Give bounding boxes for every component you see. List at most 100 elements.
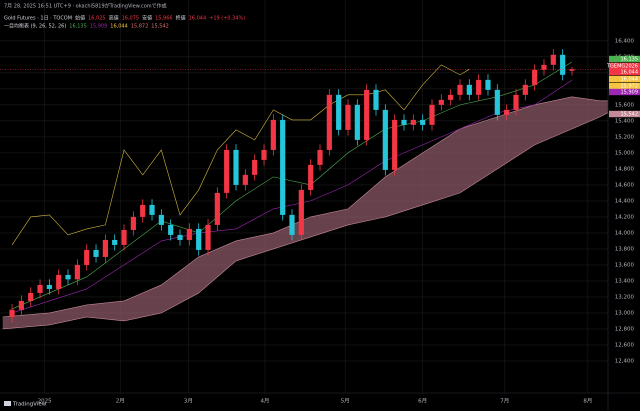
x-tick-label: 3月: [184, 398, 193, 405]
candle-body: [280, 119, 286, 215]
candle-body: [298, 189, 304, 235]
x-tick-label: 2月: [116, 398, 125, 405]
legend-item: 16,135: [69, 24, 87, 30]
candle-body: [504, 109, 510, 115]
candle-body: [84, 249, 90, 265]
candle-body: [317, 149, 323, 165]
candle-body: [560, 54, 566, 75]
candle-body: [112, 239, 118, 245]
price-label: 15,542: [621, 112, 639, 118]
price-label: 15,972: [621, 84, 639, 90]
candle-body: [401, 119, 407, 125]
candle-body: [532, 69, 538, 85]
candle-body: [205, 224, 211, 250]
legend-item: 16,044: [110, 24, 128, 30]
legend-item: 安値: [142, 15, 152, 22]
cloud-edge: [2, 96, 608, 318]
candle-body: [373, 89, 379, 110]
candle-body: [569, 69, 575, 71]
candle-body: [196, 228, 202, 250]
price-label-box: [609, 82, 640, 90]
plot: [0, 49, 608, 330]
legend: Gold Futures · 1日 · TOCOM 始値 16,025 高値 16,07…: [4, 15, 245, 30]
legend-item: Gold Futures · 1日 · TOCOM: [4, 16, 72, 22]
price-label-box: [609, 88, 640, 96]
y-tick-label: 12,800: [615, 326, 635, 332]
candle-body: [149, 204, 155, 215]
y-tick-label: 13,800: [615, 246, 635, 252]
candle-body: [476, 79, 482, 95]
price-label-box: [609, 75, 640, 83]
y-tick-label: 12,600: [615, 342, 635, 348]
candle-body: [168, 224, 174, 235]
candle-body: [364, 89, 370, 140]
legend-item: 始値: [75, 15, 85, 22]
candle-body: [354, 104, 360, 140]
candle-body: [550, 54, 556, 65]
candle-body: [224, 149, 230, 193]
legend-item: 16,075: [122, 16, 140, 22]
x-tick-label: 4月: [260, 398, 269, 405]
x-tick-label: 2025: [38, 399, 52, 405]
y-tick-label: 15,000: [615, 150, 635, 156]
x-tick-label: 5月: [341, 398, 350, 405]
candle-body: [242, 174, 248, 185]
price-label-box: [609, 68, 640, 76]
price-label: TGEMG2026: [606, 64, 638, 70]
candle-body: [18, 300, 24, 310]
candle-body: [336, 94, 342, 130]
candle-body: [158, 214, 164, 225]
candle-body: [308, 164, 314, 190]
brand-logo: [4, 401, 11, 406]
candle-body: [382, 109, 388, 170]
candle-body: [130, 216, 136, 230]
legend-item: 15,542: [151, 24, 169, 30]
x-tick-label: 6月: [418, 398, 427, 405]
indicator-line: [11, 64, 470, 246]
grid: [0, 0, 608, 393]
candle-body: [494, 89, 500, 115]
legend-item: 16,025: [88, 16, 106, 22]
price-label-box: [609, 110, 640, 118]
candle-body: [541, 64, 547, 70]
candle-body: [410, 119, 416, 125]
legend-item: 高値: [109, 15, 119, 22]
cloud-edge: [2, 112, 608, 330]
price-label-box: [609, 55, 640, 63]
legend-item: 15,872: [131, 24, 149, 30]
y-tick-label: 14,200: [615, 214, 635, 220]
y-tick-label: 16,400: [615, 38, 635, 44]
y-tick-label: 15,400: [615, 118, 635, 124]
y-tick-label: 14,000: [615, 230, 635, 236]
candle-body: [121, 229, 127, 245]
legend-item: 16,044: [189, 16, 207, 22]
x-tick-label: 7月: [500, 398, 509, 405]
candle-body: [28, 292, 34, 301]
candle-body: [392, 119, 398, 170]
candle-body: [65, 274, 71, 280]
y-tick-label: 13,600: [615, 262, 635, 268]
price-label: 16,135: [621, 57, 639, 63]
candle-body: [74, 264, 80, 280]
indicator-line: [11, 79, 573, 314]
candle-body: [513, 94, 519, 110]
candle-body: [102, 239, 108, 257]
candle-body: [522, 84, 528, 95]
y-tick-label: 14,800: [615, 166, 635, 172]
brand: TradingView: [12, 402, 47, 408]
y-tick-label: 13,200: [615, 294, 635, 300]
candle-body: [289, 214, 295, 235]
candle-body: [345, 104, 351, 130]
candle-body: [186, 228, 192, 240]
legend-item: 終値: [176, 15, 186, 22]
candle-body: [56, 274, 62, 289]
candle-body: [93, 249, 99, 257]
credit: 7月 28, 2025 16:51 UTC+9 · okachi5819がTra…: [4, 3, 167, 10]
candle-body: [448, 94, 454, 100]
y-tick-label: 15,200: [615, 134, 635, 140]
y-tick-label: 13,400: [615, 278, 635, 284]
candle-body: [46, 284, 52, 289]
candle-body: [429, 104, 435, 125]
